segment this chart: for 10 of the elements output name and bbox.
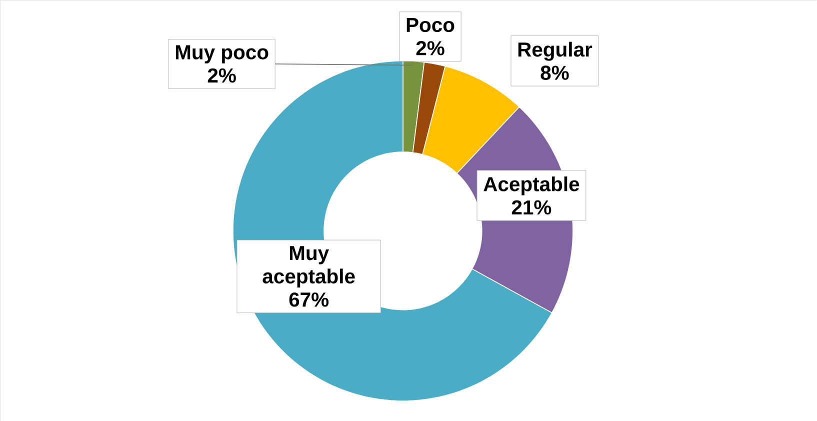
data-label: 21% bbox=[512, 200, 552, 214]
slice-label: Muy aceptable bbox=[262, 246, 355, 288]
slice-label: Muy poco bbox=[176, 45, 268, 64]
slice-label: Aceptable bbox=[484, 176, 580, 196]
data-label: 2% bbox=[208, 68, 236, 82]
data-label: 2% bbox=[416, 40, 444, 56]
slice-label: Poco bbox=[406, 18, 454, 32]
slice-label: Regular bbox=[518, 42, 592, 61]
data-label: 8% bbox=[540, 65, 569, 80]
data-label: 67% bbox=[289, 292, 329, 307]
